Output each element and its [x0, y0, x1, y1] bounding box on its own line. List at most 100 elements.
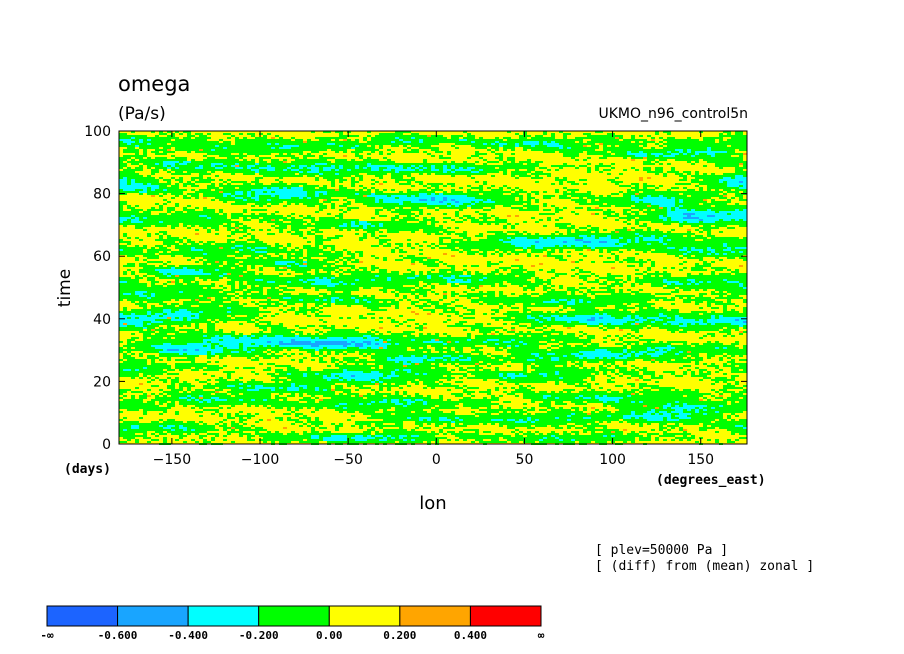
field-cell	[271, 199, 319, 201]
field-cell	[495, 269, 499, 271]
field-cell	[135, 205, 139, 207]
field-cell	[123, 369, 131, 371]
field-cell	[555, 223, 571, 225]
field-cell	[531, 353, 539, 355]
field-cell	[603, 373, 607, 375]
field-cell	[123, 399, 143, 401]
field-cell	[275, 397, 287, 399]
field-cell	[159, 177, 163, 179]
field-cell	[631, 159, 635, 161]
field-cell	[299, 171, 303, 173]
field-cell	[239, 411, 243, 413]
field-cell	[303, 281, 307, 283]
field-cell	[275, 387, 279, 389]
field-cell	[499, 261, 503, 263]
field-cell	[671, 297, 675, 299]
field-cell	[367, 429, 375, 431]
field-cell	[503, 319, 535, 321]
field-cell	[275, 223, 303, 225]
field-cell	[743, 165, 747, 167]
field-cell	[547, 217, 551, 219]
field-cell	[411, 303, 415, 305]
field-cell	[227, 373, 231, 375]
field-cell	[147, 251, 159, 253]
field-cell	[227, 165, 231, 167]
field-cell	[627, 377, 631, 379]
field-cell	[503, 377, 507, 379]
field-cell	[379, 201, 383, 203]
field-cell	[155, 225, 167, 227]
field-cell	[551, 315, 559, 317]
field-cell	[203, 149, 211, 151]
field-cell	[507, 223, 511, 225]
field-cell	[447, 389, 451, 391]
field-cell	[179, 317, 183, 319]
field-cell	[303, 257, 311, 259]
field-cell	[307, 233, 315, 235]
field-cell	[683, 301, 691, 303]
field-cell	[223, 275, 239, 277]
field-cell	[511, 345, 515, 347]
field-cell	[667, 329, 679, 331]
field-cell	[587, 383, 591, 385]
field-cell	[163, 427, 171, 429]
field-cell	[119, 341, 123, 343]
field-cell	[299, 169, 311, 171]
field-cell	[735, 167, 747, 169]
field-cell	[227, 229, 231, 231]
field-cell	[663, 319, 675, 321]
field-cell	[231, 173, 235, 175]
field-cell	[635, 239, 639, 241]
field-cell	[151, 283, 155, 285]
field-cell	[147, 167, 151, 169]
field-cell	[267, 431, 271, 433]
field-cell	[563, 163, 567, 165]
field-cell	[635, 213, 639, 215]
field-cell	[207, 361, 211, 363]
field-cell	[699, 409, 703, 411]
field-cell	[707, 321, 743, 323]
field-cell	[567, 321, 571, 323]
field-cell	[251, 301, 255, 303]
field-cell	[743, 299, 747, 301]
field-cell	[459, 139, 467, 141]
field-cell	[447, 335, 451, 337]
field-cell	[203, 397, 211, 399]
field-cell	[135, 325, 143, 327]
field-cell	[227, 377, 231, 379]
field-cell	[707, 301, 723, 303]
field-cell	[415, 289, 431, 291]
field-cell	[391, 141, 395, 143]
field-cell	[455, 199, 483, 201]
field-cell	[351, 151, 363, 153]
field-cell	[175, 167, 179, 169]
field-cell	[315, 165, 331, 167]
field-cell	[135, 369, 139, 371]
field-cell	[623, 259, 635, 261]
field-cell	[139, 265, 155, 267]
field-cell	[467, 175, 471, 177]
field-cell	[219, 155, 247, 157]
field-cell	[459, 283, 495, 285]
field-cell	[535, 199, 539, 201]
field-cell	[467, 217, 475, 219]
field-cell	[719, 317, 747, 319]
field-cell	[727, 333, 731, 335]
field-cell	[647, 353, 663, 355]
field-cell	[135, 215, 199, 217]
field-cell	[395, 209, 423, 211]
field-cell	[219, 275, 223, 277]
field-cell	[383, 169, 391, 171]
field-cell	[251, 189, 303, 191]
field-cell	[551, 299, 555, 301]
field-cell	[687, 351, 691, 353]
field-cell	[203, 227, 207, 229]
field-cell	[443, 213, 447, 215]
field-cell	[471, 373, 499, 375]
field-cell	[263, 191, 267, 193]
field-cell	[487, 231, 503, 233]
field-cell	[223, 349, 243, 351]
field-cell	[675, 409, 683, 411]
field-cell	[127, 409, 139, 411]
field-cell	[575, 231, 591, 233]
